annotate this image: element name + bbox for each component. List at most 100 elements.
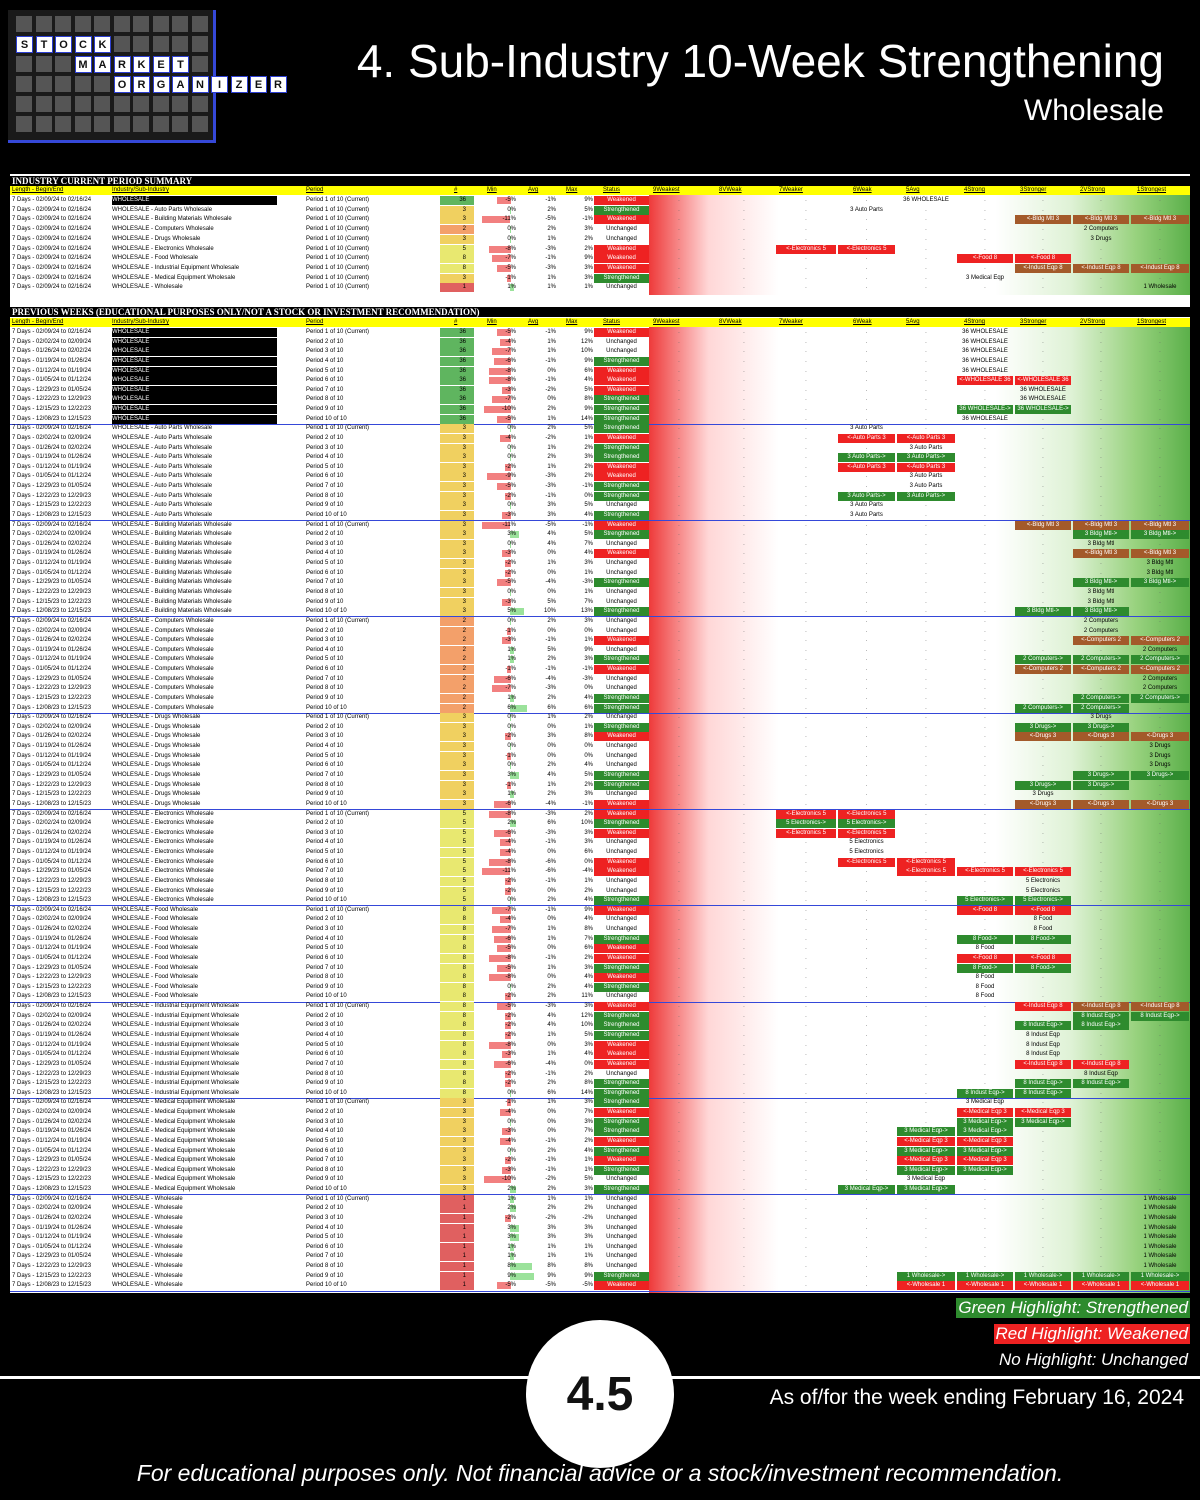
sub-industry-name: WHOLESALE - Building Materials Wholesale bbox=[112, 608, 232, 615]
period-range: 7 Days - 12/15/23 to 12/22/23 bbox=[12, 502, 92, 509]
stock-count: 8 bbox=[440, 953, 474, 963]
min-value: 0% bbox=[507, 502, 516, 509]
max-value: 1% bbox=[584, 1166, 593, 1173]
empty-cell: . bbox=[1042, 993, 1044, 1000]
empty-cell: . bbox=[1159, 492, 1161, 499]
empty-cell: . bbox=[865, 666, 868, 673]
empty-cell: . bbox=[743, 743, 745, 750]
table-row: 7 Days - 01/19/24 to 01/26/24 WHOLESALE -… bbox=[10, 1127, 1190, 1137]
empty-cell: . bbox=[743, 906, 745, 913]
empty-cell: . bbox=[678, 255, 680, 262]
empty-cell: . bbox=[865, 617, 868, 624]
empty-cell: . bbox=[1042, 1243, 1044, 1250]
logo-letter: E bbox=[152, 56, 170, 73]
empty-cell: . bbox=[1159, 386, 1161, 393]
empty-cell: . bbox=[984, 752, 986, 759]
empty-cell: . bbox=[925, 906, 927, 913]
status-cell: Weakened bbox=[594, 366, 649, 376]
max-value: 8% bbox=[584, 733, 593, 740]
sub-industry-name: WHOLESALE - Computers Wholesale bbox=[112, 646, 214, 653]
empty-cell: . bbox=[743, 897, 745, 904]
strength-cell: <-Bldg Mtl 3 bbox=[1131, 549, 1189, 559]
period-label: Period 2 of 10 bbox=[306, 1109, 344, 1116]
empty-cell: . bbox=[678, 560, 680, 567]
empty-cell: . bbox=[678, 791, 680, 798]
empty-cell: . bbox=[1159, 463, 1161, 470]
empty-cell: . bbox=[1159, 617, 1161, 624]
stock-count: 3 bbox=[440, 1165, 474, 1175]
empty-cell: . bbox=[678, 1214, 680, 1221]
empty-cell: . bbox=[1159, 434, 1161, 441]
empty-cell: . bbox=[1042, 245, 1044, 252]
period-label: Period 6 of 10 bbox=[306, 569, 344, 576]
empty-cell: . bbox=[805, 762, 807, 769]
max-value: 10% bbox=[580, 1022, 593, 1029]
min-value: -7% bbox=[505, 685, 516, 692]
min-bar bbox=[489, 974, 511, 982]
status-cell: Unchanged bbox=[606, 1205, 637, 1212]
empty-cell: . bbox=[743, 685, 745, 692]
empty-cell: . bbox=[678, 274, 680, 281]
empty-cell: . bbox=[925, 935, 927, 942]
sub-industry-name: WHOLESALE - Electronics Wholesale bbox=[112, 858, 214, 865]
period-label: Period 2 of 10 bbox=[306, 627, 344, 634]
empty-cell: . bbox=[925, 1041, 927, 1048]
strength-cell: <-Food 8 bbox=[1015, 953, 1071, 963]
empty-cell: . bbox=[1100, 1205, 1102, 1212]
avg-value: -1% bbox=[545, 1070, 556, 1077]
empty-cell: . bbox=[865, 197, 868, 203]
table-row: 7 Days - 01/12/24 to 01/19/24 WHOLESALE -… bbox=[10, 559, 1190, 569]
empty-cell: . bbox=[743, 877, 745, 884]
stock-count: 3 bbox=[440, 273, 474, 283]
stock-count: 3 bbox=[440, 770, 474, 780]
stock-count: 8 bbox=[440, 1030, 474, 1040]
min-value: 0% bbox=[507, 226, 516, 233]
empty-cell: . bbox=[1042, 367, 1044, 374]
empty-cell: . bbox=[984, 264, 986, 271]
empty-cell: . bbox=[805, 897, 807, 904]
empty-cell: . bbox=[1100, 348, 1102, 355]
strength-cell: <-Wholesale 1 bbox=[897, 1281, 955, 1291]
empty-cell: . bbox=[865, 1089, 868, 1096]
strength-cell: <-Computers 2 bbox=[1073, 665, 1129, 675]
stock-count: 36 bbox=[440, 328, 474, 337]
empty-cell: . bbox=[805, 386, 807, 393]
empty-cell: . bbox=[743, 617, 745, 624]
column-header: Min bbox=[487, 319, 497, 325]
empty-cell: . bbox=[1159, 829, 1161, 836]
empty-cell: . bbox=[805, 1118, 807, 1125]
max-value: 12% bbox=[580, 338, 593, 345]
period-label: Period 1 of 10 (Current) bbox=[306, 255, 370, 262]
status-cell: Strengthened bbox=[594, 703, 649, 713]
max-value: 4% bbox=[584, 762, 593, 769]
empty-cell: . bbox=[984, 820, 986, 827]
empty-cell: . bbox=[865, 762, 868, 769]
empty-cell: . bbox=[984, 675, 986, 682]
max-value: 10% bbox=[580, 820, 593, 827]
stock-count: 8 bbox=[440, 1011, 474, 1021]
empty-cell: . bbox=[925, 284, 927, 291]
status-cell: Strengthened bbox=[594, 578, 649, 588]
column-header: 8VWeak bbox=[719, 187, 742, 193]
min-value: -4% bbox=[505, 1137, 516, 1144]
logo-letter: O bbox=[55, 36, 72, 53]
min-value: -7% bbox=[505, 396, 516, 403]
max-value: 0% bbox=[584, 492, 593, 499]
empty-cell: . bbox=[984, 1214, 986, 1221]
max-value: 3% bbox=[584, 839, 593, 846]
period-range: 7 Days - 12/29/23 to 01/05/24 bbox=[12, 1253, 92, 1260]
empty-cell: . bbox=[925, 386, 927, 393]
max-value: 5% bbox=[584, 771, 593, 778]
period-label: Period 3 of 10 bbox=[306, 348, 344, 355]
table-row: 7 Days - 01/26/24 to 02/02/24 WHOLESALE -… bbox=[10, 1021, 1190, 1031]
period-label: Period 1 of 10 (Current) bbox=[306, 245, 370, 252]
sub-industry-name: WHOLESALE - Drugs Wholesale bbox=[112, 714, 201, 721]
stock-count: 3 bbox=[440, 790, 474, 800]
column-header: Period bbox=[306, 319, 324, 325]
empty-cell: . bbox=[925, 675, 927, 682]
sub-industry-name: WHOLESALE - Drugs Wholesale bbox=[112, 771, 201, 778]
max-value: 8% bbox=[584, 1080, 593, 1087]
strength-cell: <-Computers 2 bbox=[1131, 665, 1189, 675]
strength-cell: 3 Bldg Mtl bbox=[1146, 569, 1174, 576]
empty-cell: . bbox=[678, 733, 680, 740]
